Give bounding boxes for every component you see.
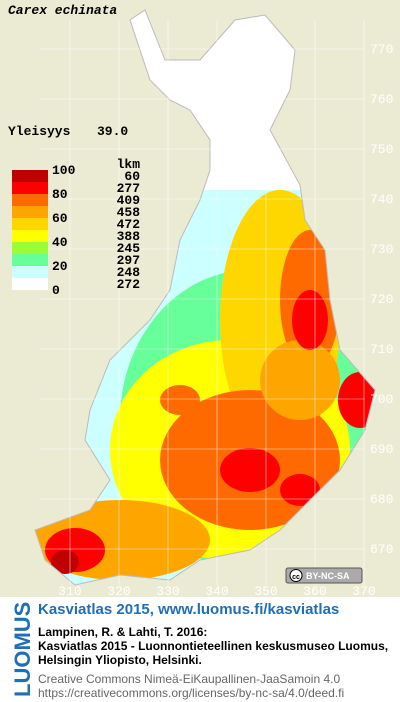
x-tick-label: 370	[352, 584, 375, 599]
legend-count: 245	[117, 241, 141, 256]
y-tick-label: 690	[370, 442, 393, 457]
legend-swatch	[12, 182, 48, 194]
y-tick-label: 670	[370, 542, 393, 557]
y-tick-label: 680	[370, 492, 393, 507]
count-header: lkm	[117, 157, 141, 172]
legend-scale-label: 80	[52, 187, 68, 202]
x-tick-label: 320	[107, 584, 130, 599]
legend-count: 60	[124, 169, 140, 184]
license-line: Creative Commons Nimeä-EiKaupallinen-Jaa…	[38, 672, 340, 686]
y-tick-label: 770	[370, 42, 393, 57]
license-line: https://creativecommons.org/licenses/by-…	[38, 686, 344, 700]
y-tick-label: 740	[370, 192, 393, 207]
x-tick-label: 350	[254, 584, 277, 599]
y-tick-label: 700	[370, 392, 393, 407]
legend-swatch	[12, 206, 48, 218]
legend-swatch	[12, 242, 48, 254]
legend-swatch	[12, 254, 48, 266]
species-title: Carex echinata	[8, 3, 117, 18]
x-tick-label: 340	[205, 584, 228, 599]
legend-swatch	[12, 170, 48, 182]
legend-swatch	[12, 194, 48, 206]
legend-count: 297	[117, 253, 140, 268]
x-tick-label: 330	[156, 584, 179, 599]
legend-scale-label: 60	[52, 211, 68, 226]
legend-swatch	[12, 218, 48, 230]
axes: 670 680 690 700 710 720 730 740 750 760 770 310 320 3…	[40, 20, 393, 599]
citation-line: Helsingin Yliopisto, Helsinki.	[38, 653, 202, 667]
legend-scale-label: 100	[52, 163, 76, 178]
citation-line: Kasviatlas 2015 - Luonnontieteellinen ke…	[38, 639, 388, 653]
legend-swatch	[12, 278, 48, 290]
legend-swatch	[12, 266, 48, 278]
legend-count: 248	[117, 265, 141, 280]
link[interactable]: Kasviatlas 2015, www.luomus.fi/kasviatla…	[38, 601, 339, 618]
legend-count: 409	[117, 193, 141, 208]
y-tick-label: 720	[370, 292, 393, 307]
legend-scale-label: 20	[52, 259, 68, 274]
y-tick-label: 760	[370, 92, 393, 107]
frequency-value: 39.0	[97, 124, 128, 139]
legend-count: 277	[117, 181, 140, 196]
y-tick-label: 710	[370, 342, 393, 357]
y-tick-label: 730	[370, 242, 393, 257]
brand: LUOMUS	[10, 602, 35, 697]
map-outline	[34, 9, 376, 586]
legend-count: 388	[117, 229, 141, 244]
y-tick-label: 750	[370, 142, 393, 157]
legend-count: 458	[117, 205, 141, 220]
legend-scale-label: 40	[52, 235, 68, 250]
legend-swatch	[12, 230, 48, 242]
legend-scale-label: 0	[52, 283, 60, 298]
legend-count: 472	[117, 217, 141, 232]
license-badge: cc BY-NC-SA	[285, 567, 363, 584]
x-tick-label: 310	[58, 584, 81, 599]
x-tick-label: 360	[303, 584, 326, 599]
badge-text: BY-NC-SA	[306, 571, 350, 581]
frequency-label: Yleisyys	[8, 124, 71, 139]
citation-line: Lampinen, R. & Lahti, T. 2016:	[38, 625, 207, 639]
svg-text:cc: cc	[292, 574, 300, 581]
legend-count: 272	[117, 277, 141, 292]
legend: 6027740945847238824529724827210080604020…	[12, 163, 140, 298]
